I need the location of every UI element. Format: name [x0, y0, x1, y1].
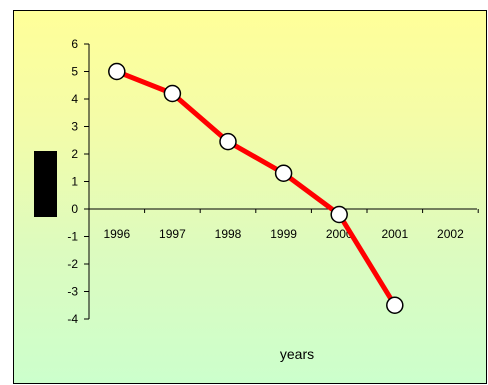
y-tick-label: 0 [71, 202, 78, 216]
data-point [163, 84, 182, 103]
x-tick-label: 1997 [159, 227, 186, 241]
ylabel-box [34, 151, 57, 217]
y-tick-label: 3 [71, 120, 78, 134]
data-point [274, 164, 293, 182]
y-tick-label: -3 [67, 285, 78, 299]
y-tick-label: 4 [71, 92, 78, 106]
y-tick-label: 1 [71, 175, 78, 189]
y-tick-label: -1 [67, 230, 78, 244]
series-line [115, 69, 397, 307]
y-tick-label: -2 [67, 257, 78, 271]
y-tick-label: 5 [71, 65, 78, 79]
x-tick-label: 2001 [381, 227, 408, 241]
y-tick-label: -4 [67, 312, 78, 326]
x-tick-label: 2002 [437, 227, 464, 241]
x-tick-label: 1999 [270, 227, 297, 241]
data-point [330, 205, 348, 224]
data-point [386, 296, 404, 314]
data-point [108, 62, 126, 81]
y-tick-label: 6 [71, 37, 78, 51]
chart-frame [13, 10, 487, 384]
data-point [219, 132, 237, 151]
x-tick-label: 1998 [215, 227, 242, 241]
x-tick-label: 1996 [103, 227, 130, 241]
x-axis-title: years [280, 346, 314, 362]
y-tick-label: 2 [71, 147, 78, 161]
